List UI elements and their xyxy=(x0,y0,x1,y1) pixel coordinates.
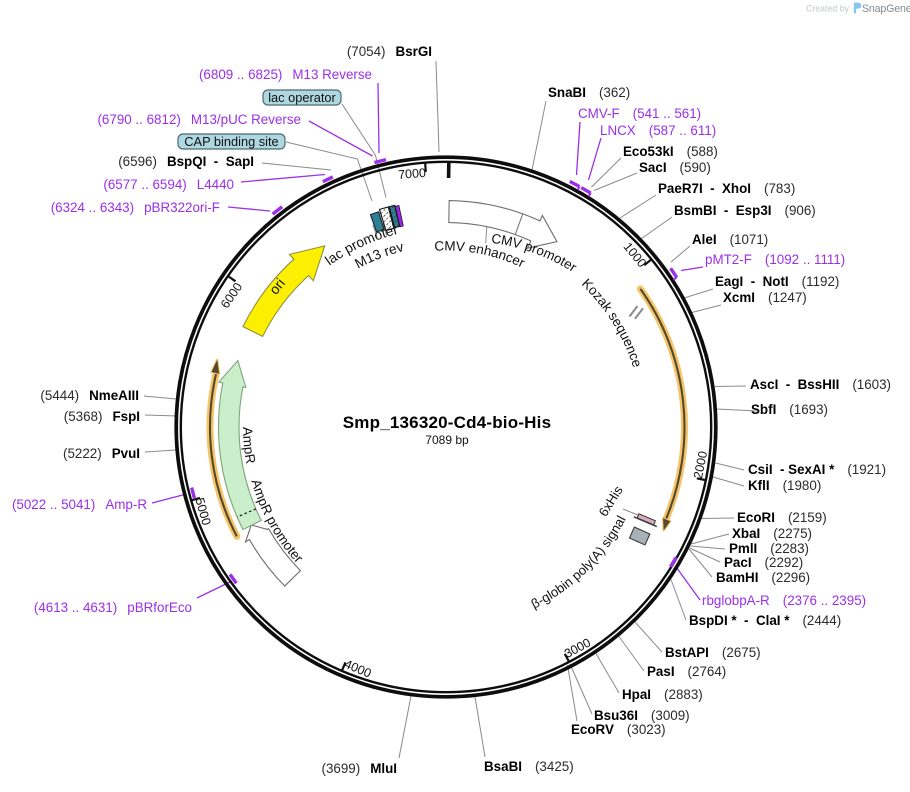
svg-text:AscI - BssHII(1603): AscI - BssHII(1603) xyxy=(750,377,891,392)
svg-text:lac operator: lac operator xyxy=(268,90,336,105)
svg-text:pMT2-F(1092 .. 1111): pMT2-F(1092 .. 1111) xyxy=(705,252,845,267)
svg-text:(6577 .. 6594)L4440: (6577 .. 6594)L4440 xyxy=(103,177,234,192)
svg-text:Eco53kI(588): Eco53kI(588) xyxy=(623,144,718,159)
svg-text:EagI - NotI(1192): EagI - NotI(1192) xyxy=(715,274,839,289)
svg-text:BsmBI - Esp3I(906): BsmBI - Esp3I(906) xyxy=(674,203,816,218)
svg-text:PacI(2292): PacI(2292) xyxy=(724,555,803,570)
svg-text:(3699)MluI: (3699)MluI xyxy=(322,761,398,776)
svg-text:Created by: Created by xyxy=(806,4,850,14)
svg-text:7000: 7000 xyxy=(398,166,427,182)
svg-text:(6596)BspQI - SapI: (6596)BspQI - SapI xyxy=(118,154,254,169)
svg-text:PaeR7I - XhoI(783): PaeR7I - XhoI(783) xyxy=(658,181,795,196)
svg-text:KflI(1980): KflI(1980) xyxy=(748,478,821,493)
svg-text:AleI(1071): AleI(1071) xyxy=(692,232,768,247)
svg-text:7089 bp: 7089 bp xyxy=(425,433,469,447)
svg-text:(4613 .. 4631)pBRforEco: (4613 .. 4631)pBRforEco xyxy=(34,600,192,615)
svg-text:CMV-F(541 .. 561): CMV-F(541 .. 561) xyxy=(578,106,701,121)
svg-text:SbfI(1693): SbfI(1693) xyxy=(751,402,828,417)
svg-text:(5368)FspI: (5368)FspI xyxy=(64,409,140,424)
svg-text:SnapGene: SnapGene xyxy=(862,3,910,15)
svg-text:LNCX(587 .. 611): LNCX(587 .. 611) xyxy=(600,123,716,138)
svg-text:(5444)NmeAIII: (5444)NmeAIII xyxy=(40,388,139,403)
svg-text:(5222)PvuI: (5222)PvuI xyxy=(63,446,140,461)
svg-text:Smp_136320-Cd4-bio-His: Smp_136320-Cd4-bio-His xyxy=(343,413,551,432)
svg-text:BspDI * - ClaI *(2444): BspDI * - ClaI *(2444) xyxy=(689,613,841,628)
svg-text:PasI(2764): PasI(2764) xyxy=(647,664,726,679)
svg-text:rbglobpA-R(2376 .. 2395): rbglobpA-R(2376 .. 2395) xyxy=(702,593,866,608)
svg-text:(5022 .. 5041)Amp-R: (5022 .. 5041)Amp-R xyxy=(12,497,147,512)
svg-text:CsiI - SexAI *(1921): CsiI - SexAI *(1921) xyxy=(748,462,886,477)
svg-text:CAP binding site: CAP binding site xyxy=(184,134,278,149)
svg-text:(6790 .. 6812)M13/pUC Reverse: (6790 .. 6812)M13/pUC Reverse xyxy=(97,112,301,127)
